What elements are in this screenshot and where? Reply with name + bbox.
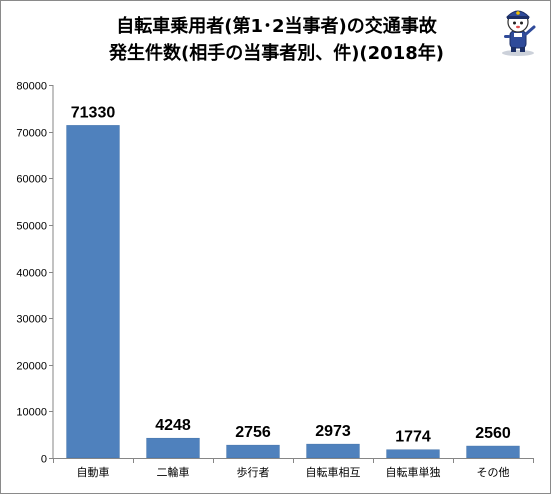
y-tick-label: 80000 <box>16 81 47 93</box>
y-tick-label: 30000 <box>16 314 47 326</box>
x-tick-label-3: 自転車相互 <box>306 465 361 479</box>
police-mascot-icon <box>502 10 536 56</box>
bar-5 <box>466 445 520 459</box>
y-tick-label: 20000 <box>16 361 47 373</box>
bar-3 <box>306 443 360 459</box>
chart-title-line-1: 自転車乗用者(第1･2当事者)の交通事故 <box>116 16 437 37</box>
y-tick-label: 50000 <box>16 221 47 233</box>
bars <box>66 125 520 459</box>
data-label-5: 2560 <box>475 425 511 442</box>
data-label-1: 4248 <box>155 417 191 434</box>
x-tick-label-5: その他 <box>477 466 510 479</box>
data-label-0: 71330 <box>71 104 116 121</box>
bar-1 <box>146 437 200 459</box>
x-tick-label-1: 二輪車 <box>157 465 190 479</box>
data-labels: 71330 4248 2756 2973 1774 2560 <box>71 104 511 445</box>
y-axis: 0 10000 20000 30000 40000 50000 60000 70000 8000… <box>16 81 54 466</box>
data-label-3: 2973 <box>315 423 351 440</box>
x-tick-label-0: 自動車 <box>77 465 110 479</box>
y-tick-label: 0 <box>41 454 47 466</box>
x-tick-label-4: 自転車単独 <box>386 465 441 479</box>
y-tick-label: 10000 <box>16 407 47 419</box>
bar-2 <box>226 444 280 459</box>
y-tick-label: 40000 <box>16 268 47 280</box>
y-tick-label: 60000 <box>16 174 47 186</box>
data-label-4: 1774 <box>395 429 431 446</box>
bar-0 <box>66 125 120 459</box>
y-tick-label: 70000 <box>16 128 47 140</box>
x-axis: 自動車 二輪車 歩行者 自転車相互 自転車単独 その他 <box>53 458 534 479</box>
chart-title-line-2: 発生件数(相手の当事者別、件)(2018年) <box>108 43 444 64</box>
bar-4 <box>386 449 440 459</box>
data-label-2: 2756 <box>235 424 271 441</box>
x-tick-label-2: 歩行者 <box>237 465 270 479</box>
